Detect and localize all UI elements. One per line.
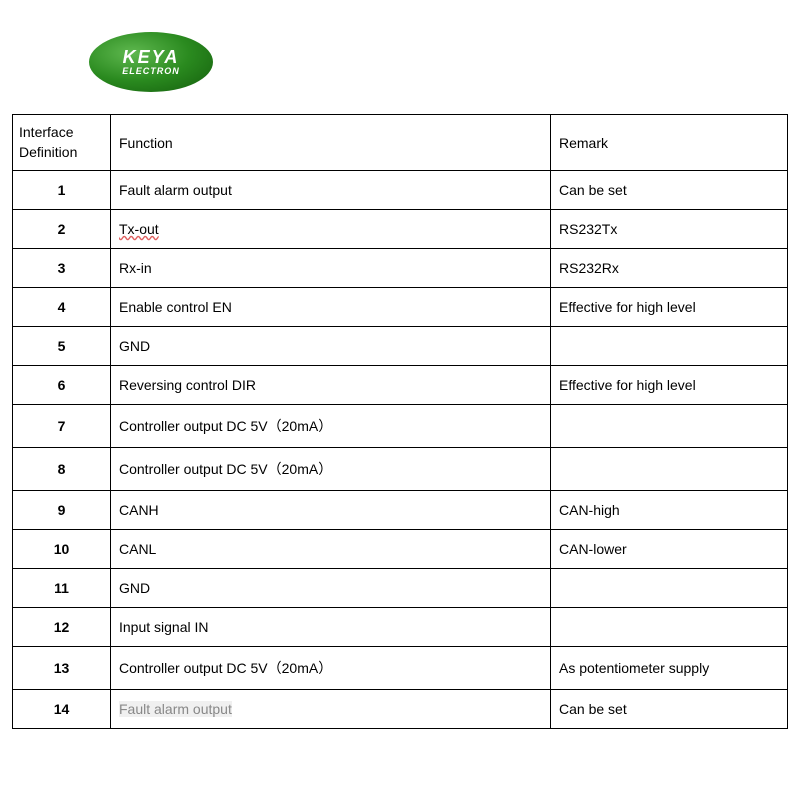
header-function: Function — [111, 115, 551, 171]
cell-remark — [551, 327, 788, 366]
table-header-row: Interface Definition Function Remark — [13, 115, 788, 171]
cell-definition: 1 — [13, 171, 111, 210]
cell-remark: Can be set — [551, 690, 788, 729]
header-remark: Remark — [551, 115, 788, 171]
cell-remark — [551, 608, 788, 647]
cell-remark — [551, 405, 788, 448]
cell-function: Controller output DC 5V（20mA） — [111, 448, 551, 491]
table-row: 5GND — [13, 327, 788, 366]
cell-remark: CAN-high — [551, 491, 788, 530]
table-row: 2Tx-outRS232Tx — [13, 210, 788, 249]
cell-definition: 9 — [13, 491, 111, 530]
cell-function: Fault alarm output — [111, 171, 551, 210]
table-row: 14Fault alarm outputCan be set — [13, 690, 788, 729]
cell-remark: CAN-lower — [551, 530, 788, 569]
cell-function: GND — [111, 327, 551, 366]
cell-definition: 2 — [13, 210, 111, 249]
cell-remark: RS232Tx — [551, 210, 788, 249]
table-row: 1Fault alarm outputCan be set — [13, 171, 788, 210]
cell-remark: RS232Rx — [551, 249, 788, 288]
cell-remark: As potentiometer supply — [551, 647, 788, 690]
table-row: 12Input signal IN — [13, 608, 788, 647]
cell-function: Rx-in — [111, 249, 551, 288]
logo-container: KEYA ELECTRON — [87, 30, 788, 94]
cell-function: Enable control EN — [111, 288, 551, 327]
cell-definition: 13 — [13, 647, 111, 690]
cell-function: Fault alarm output — [111, 690, 551, 729]
cell-definition: 6 — [13, 366, 111, 405]
cell-remark: Effective for high level — [551, 288, 788, 327]
cell-function: Reversing control DIR — [111, 366, 551, 405]
logo-text-sub: ELECTRON — [122, 66, 180, 77]
cell-remark: Can be set — [551, 171, 788, 210]
cell-definition: 14 — [13, 690, 111, 729]
cell-remark: Effective for high level — [551, 366, 788, 405]
table-row: 7Controller output DC 5V（20mA） — [13, 405, 788, 448]
header-definition: Interface Definition — [13, 115, 111, 171]
table-row: 11GND — [13, 569, 788, 608]
cell-definition: 4 — [13, 288, 111, 327]
cell-function: CANH — [111, 491, 551, 530]
cell-definition: 10 — [13, 530, 111, 569]
cell-definition: 5 — [13, 327, 111, 366]
cell-definition: 7 — [13, 405, 111, 448]
cell-definition: 3 — [13, 249, 111, 288]
table-row: 9CANHCAN-high — [13, 491, 788, 530]
table-row: 8Controller output DC 5V（20mA） — [13, 448, 788, 491]
cell-remark — [551, 569, 788, 608]
table-row: 6Reversing control DIREffective for high… — [13, 366, 788, 405]
table-row: 13Controller output DC 5V（20mA）As potent… — [13, 647, 788, 690]
cell-function: Tx-out — [111, 210, 551, 249]
cell-definition: 8 — [13, 448, 111, 491]
cell-function: CANL — [111, 530, 551, 569]
cell-definition: 11 — [13, 569, 111, 608]
table-row: 3Rx-inRS232Rx — [13, 249, 788, 288]
cell-function: GND — [111, 569, 551, 608]
cell-definition: 12 — [13, 608, 111, 647]
cell-function: Input signal IN — [111, 608, 551, 647]
cell-remark — [551, 448, 788, 491]
table-body: 1Fault alarm outputCan be set2Tx-outRS23… — [13, 171, 788, 729]
interface-table: Interface Definition Function Remark 1Fa… — [12, 114, 788, 729]
table-row: 10CANLCAN-lower — [13, 530, 788, 569]
cell-function: Controller output DC 5V（20mA） — [111, 647, 551, 690]
logo-text-main: KEYA — [123, 48, 180, 66]
cell-function: Controller output DC 5V（20mA） — [111, 405, 551, 448]
logo-ellipse: KEYA ELECTRON — [87, 30, 215, 94]
table-row: 4Enable control ENEffective for high lev… — [13, 288, 788, 327]
